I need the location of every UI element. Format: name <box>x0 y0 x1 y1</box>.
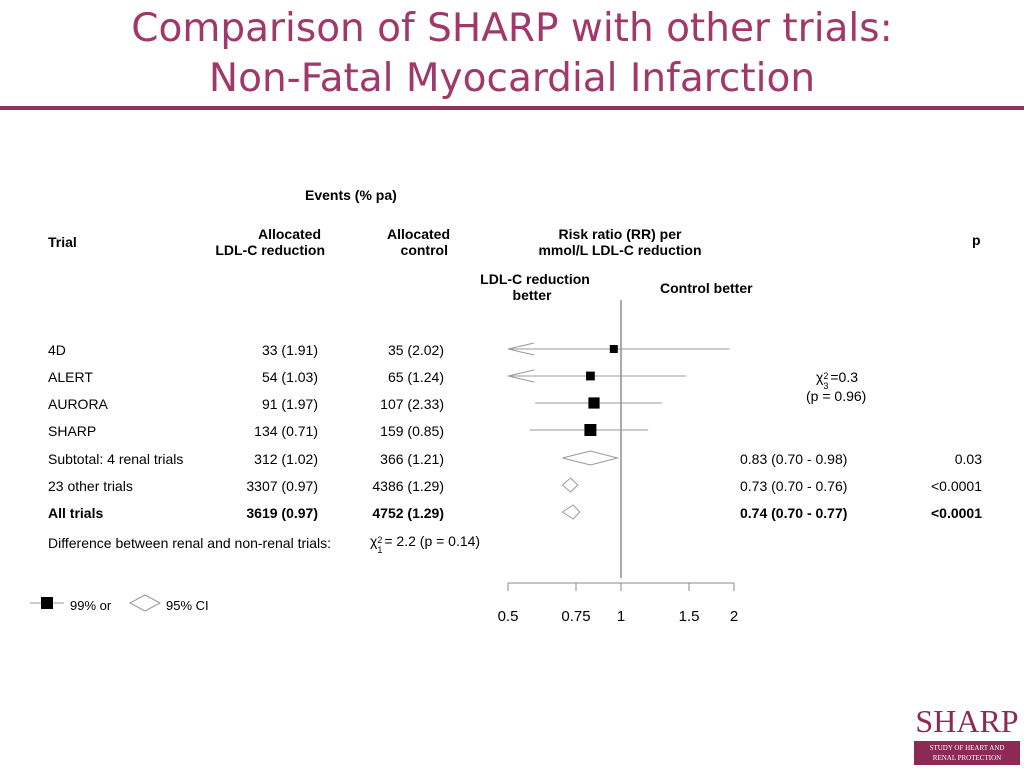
control-events: 159 (0.85) <box>380 423 444 439</box>
trial-name: 23 other trials <box>48 478 133 494</box>
chi-symbol: χ <box>816 369 824 385</box>
control-events: 4752 (1.29) <box>372 505 444 521</box>
diff-chi-symbol: χ <box>370 533 378 549</box>
control-better-label: Control better <box>660 280 753 296</box>
allocated-control-header: Allocated control <box>350 226 450 258</box>
ldl-better-line-2: better <box>512 287 552 303</box>
control-events: 107 (2.33) <box>380 396 444 412</box>
diff-chi-sup: 2 <box>377 535 383 545</box>
ldl-events: 33 (1.91) <box>261 342 318 358</box>
heterogeneity-p: (p = 0.96) <box>806 388 867 404</box>
ldl-events: 312 (1.02) <box>254 451 318 467</box>
ldl-events: 3619 (0.97) <box>246 505 318 521</box>
risk-ratio-line-1: Risk ratio (RR) per <box>558 226 682 242</box>
slide-title: Comparison of SHARP with other trials: N… <box>0 4 1024 104</box>
trial-name: 4D <box>48 342 66 358</box>
legend-diamond-label: 95% CI <box>166 598 209 613</box>
legend-square-label: 99% or <box>70 598 112 613</box>
allocated-ldl-line-1: Allocated <box>257 226 321 242</box>
events-header: Events (% pa) <box>305 187 397 203</box>
x-tick-label: 0.75 <box>561 608 590 625</box>
summary-diamond <box>562 450 620 466</box>
x-tick-label: 0.5 <box>498 608 519 625</box>
title-line-1: Comparison of SHARP with other trials: <box>131 6 893 51</box>
ldl-events: 134 (0.71) <box>254 423 318 439</box>
diff-chi-value: = 2.2 (p = 0.14) <box>384 533 481 549</box>
x-tick-label: 2 <box>730 608 738 625</box>
ldl-events: 91 (1.97) <box>261 396 318 412</box>
risk-ratio-header: Risk ratio (RR) per mmol/L LDL-C reducti… <box>510 226 730 258</box>
ldl-better-label: LDL-C reduction better <box>460 271 610 303</box>
ci-arrow <box>507 342 535 356</box>
rr-estimate: 0.74 (0.70 - 0.77) <box>740 505 848 521</box>
chi-value: =0.3 <box>830 369 858 385</box>
control-events: 366 (1.21) <box>380 451 444 467</box>
difference-chi: χ 2 1 = 2.2 (p = 0.14) <box>370 533 481 555</box>
trial-name: AURORA <box>48 396 108 412</box>
allocated-control-line-2: control <box>400 242 448 258</box>
logo-band: STUDY OF HEART AND RENAL PROTECTION <box>914 741 1020 765</box>
trial-header: Trial <box>48 234 77 250</box>
ldl-events: 54 (1.03) <box>261 369 318 385</box>
point-estimate-square <box>586 371 595 381</box>
point-estimate-square <box>588 397 600 409</box>
ci-arrow <box>507 369 535 383</box>
legend-square <box>41 597 53 609</box>
point-estimate-square <box>584 424 597 436</box>
chi-sup: 2 <box>823 371 829 381</box>
sharp-logo: SHARP STUDY OF HEART AND RENAL PROTECTIO… <box>912 703 1022 765</box>
point-estimate-square <box>609 345 618 353</box>
logo-word: SHARP <box>915 703 1019 739</box>
summary-diamond <box>561 504 581 520</box>
title-underline <box>0 106 1024 110</box>
ldl-events: 3307 (0.97) <box>246 478 318 494</box>
ldl-better-line-1: LDL-C reduction <box>480 271 590 287</box>
risk-ratio-line-2: mmol/L LDL-C reduction <box>538 242 702 258</box>
legend-diamond <box>128 594 162 612</box>
diff-chi-sub: 1 <box>377 545 383 555</box>
x-tick-label: 1.5 <box>679 608 700 625</box>
control-events: 4386 (1.29) <box>372 478 444 494</box>
trial-name: Subtotal: 4 renal trials <box>48 451 184 467</box>
trial-name: SHARP <box>48 423 97 439</box>
difference-label: Difference between renal and non-renal t… <box>48 535 332 551</box>
p-value: 0.03 <box>954 451 982 467</box>
x-tick-label: 1 <box>617 608 625 625</box>
chi-sub: 3 <box>823 381 829 391</box>
allocated-control-line-1: Allocated <box>386 226 450 242</box>
title-line-2: Non-Fatal Myocardial Infarction <box>208 56 816 101</box>
allocated-ldl-header: Allocated LDL-C reduction <box>180 226 325 258</box>
p-value: <0.0001 <box>931 505 982 521</box>
rr-estimate: 0.73 (0.70 - 0.76) <box>740 478 848 494</box>
allocated-ldl-line-2: LDL-C reduction <box>215 242 325 258</box>
p-value: <0.0001 <box>931 478 982 494</box>
rr-estimate: 0.83 (0.70 - 0.98) <box>740 451 848 467</box>
heterogeneity-chi: χ 2 3 =0.3 <box>816 369 858 391</box>
logo-sub-2: RENAL PROTECTION <box>932 754 1002 762</box>
summary-diamond <box>561 477 579 493</box>
logo-sub-1: STUDY OF HEART AND <box>929 744 1005 752</box>
trial-name: All trials <box>48 505 104 521</box>
trial-name: ALERT <box>48 369 93 385</box>
control-events: 35 (2.02) <box>387 342 444 358</box>
control-events: 65 (1.24) <box>387 369 444 385</box>
p-header: p <box>972 232 981 248</box>
